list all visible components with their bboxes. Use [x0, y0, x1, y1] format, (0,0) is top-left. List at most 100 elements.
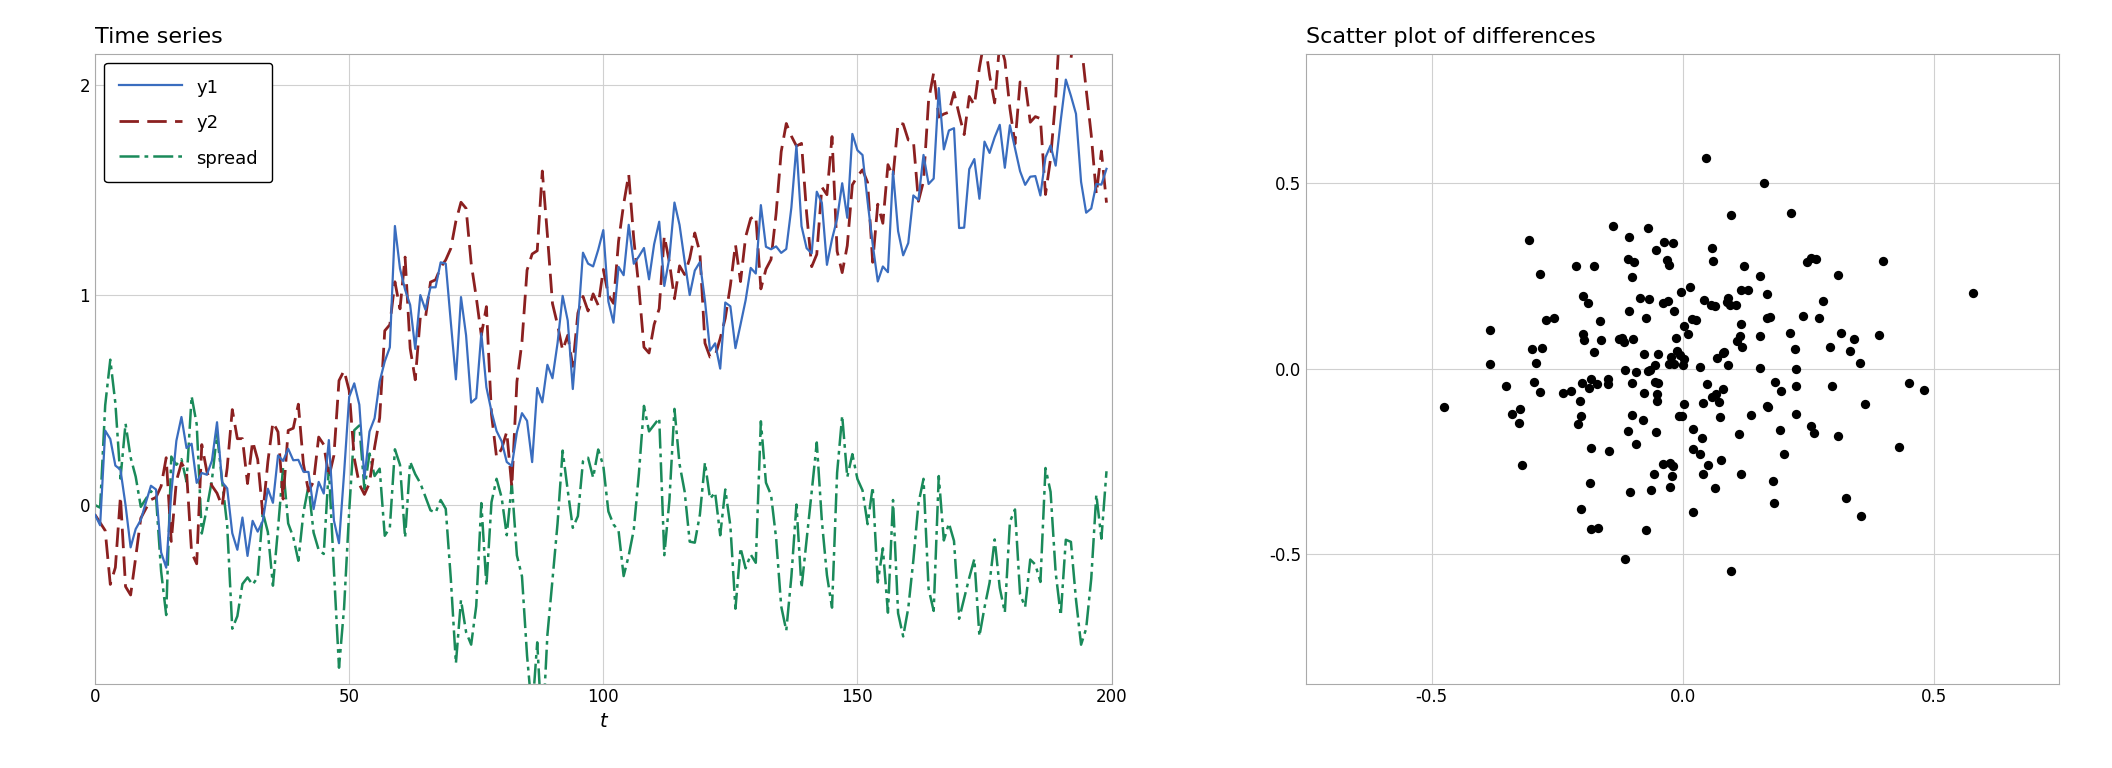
Point: [1778, 343, 1812, 355]
Point: [1597, 220, 1630, 232]
Point: [1774, 207, 1808, 219]
Point: [1658, 359, 1692, 371]
Point: [1584, 315, 1618, 327]
Point: [1795, 252, 1829, 264]
Text: Time series: Time series: [95, 27, 222, 47]
Point: [1742, 329, 1776, 342]
Point: [1620, 439, 1654, 451]
Point: [1616, 333, 1649, 345]
Point: [1611, 425, 1645, 437]
Point: [1592, 378, 1626, 390]
Point: [1666, 359, 1700, 371]
Point: [1662, 349, 1696, 362]
Point: [1504, 403, 1538, 415]
Point: [1892, 376, 1926, 389]
Point: [1709, 296, 1742, 309]
Point: [1719, 299, 1753, 311]
Point: [1645, 297, 1679, 310]
Point: [1797, 427, 1831, 439]
Point: [1821, 430, 1854, 442]
Point: [1519, 376, 1552, 389]
spread: [1094, 467, 1119, 476]
Point: [1611, 304, 1645, 316]
Point: [1694, 300, 1728, 312]
Point: [1726, 340, 1759, 353]
Point: [1812, 341, 1846, 353]
Point: [1734, 409, 1768, 421]
Point: [1512, 234, 1546, 247]
Point: [1780, 363, 1814, 376]
y2: [1094, 198, 1119, 207]
Point: [1673, 281, 1706, 293]
Point: [1626, 414, 1660, 426]
y2: [82, 510, 108, 519]
Point: [1844, 510, 1878, 522]
Point: [1799, 253, 1833, 266]
Point: [1751, 400, 1785, 412]
Point: [1489, 380, 1523, 392]
Point: [1622, 293, 1656, 305]
Point: [1956, 286, 1990, 299]
Point: [1654, 457, 1687, 469]
Point: [1698, 482, 1732, 494]
Point: [1753, 311, 1787, 323]
y1: [357, 427, 382, 436]
Line: y2: y2: [95, 10, 1107, 595]
Point: [1687, 293, 1721, 306]
y2: [357, 478, 382, 488]
spread: [82, 501, 108, 510]
Point: [1666, 320, 1700, 333]
Point: [1567, 334, 1601, 346]
y2: [1048, 5, 1073, 15]
Point: [1730, 284, 1764, 296]
spread: [357, 449, 382, 458]
Point: [1519, 357, 1552, 369]
Point: [1814, 380, 1848, 392]
Point: [1662, 410, 1696, 422]
Point: [1538, 312, 1571, 324]
Point: [1495, 408, 1529, 420]
Point: [1559, 260, 1592, 272]
y2: [1054, 41, 1079, 50]
Point: [1742, 270, 1776, 283]
Point: [1603, 333, 1637, 345]
Point: [1554, 385, 1588, 397]
Point: [1620, 366, 1654, 379]
Point: [1787, 310, 1821, 322]
Point: [1829, 492, 1863, 504]
Point: [1590, 372, 1624, 385]
Point: [1592, 445, 1626, 458]
Point: [1656, 237, 1690, 249]
y1: [1094, 164, 1119, 174]
Point: [1690, 152, 1723, 164]
Point: [1821, 269, 1854, 281]
y1: [154, 563, 180, 572]
Point: [1529, 314, 1563, 326]
Point: [1723, 283, 1757, 296]
Point: [1611, 253, 1645, 266]
Point: [1656, 460, 1690, 472]
Point: [1614, 485, 1647, 498]
Point: [1607, 336, 1641, 348]
Point: [1751, 400, 1785, 412]
Point: [1867, 255, 1901, 267]
Point: [1516, 343, 1550, 355]
Point: [1563, 503, 1597, 515]
Point: [1616, 377, 1649, 389]
Point: [1571, 296, 1605, 309]
Point: [1641, 376, 1675, 389]
Point: [1723, 330, 1757, 343]
Point: [1848, 398, 1882, 410]
Point: [1685, 432, 1719, 444]
Point: [1719, 334, 1753, 346]
Point: [1628, 524, 1662, 536]
Point: [1666, 399, 1700, 411]
Point: [1709, 346, 1742, 358]
Point: [1523, 268, 1557, 280]
Point: [1616, 271, 1649, 283]
Point: [1546, 387, 1580, 399]
X-axis label: t: t: [600, 712, 606, 731]
Point: [1565, 410, 1599, 422]
Point: [1639, 243, 1673, 256]
Point: [1706, 346, 1740, 359]
